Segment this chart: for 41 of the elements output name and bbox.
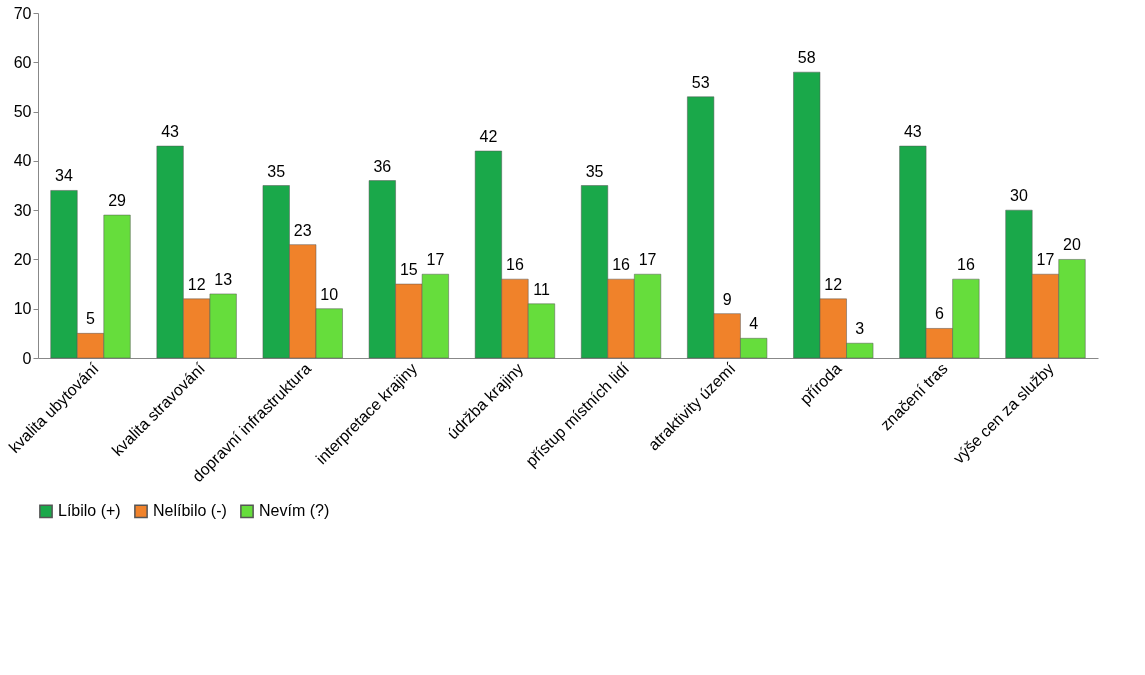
data-label: 15: [399, 261, 418, 279]
data-label: 10: [320, 285, 339, 303]
data-label: 30: [1010, 187, 1028, 205]
data-label: 16: [612, 256, 631, 274]
data-label: 43: [161, 123, 180, 141]
data-label: 34: [55, 167, 73, 185]
data-label: 58: [797, 49, 816, 67]
data-label: 12: [187, 275, 206, 293]
data-label: 11: [533, 280, 550, 298]
data-label: 16: [506, 256, 524, 274]
y-tick-label: 50: [13, 103, 32, 121]
data-label: 29: [108, 192, 127, 210]
data-label: 13: [214, 270, 233, 288]
legend-label: Líbilo (+): [58, 502, 121, 520]
legend-label: Nevím (?): [259, 502, 330, 520]
data-label: 43: [903, 123, 922, 141]
y-tick-label: 70: [13, 4, 32, 22]
legend-label: Nelíbilo (-): [153, 502, 227, 520]
data-label: 17: [1036, 251, 1055, 269]
data-label: 12: [824, 275, 843, 293]
data-label: 42: [479, 128, 498, 145]
y-tick-label: 10: [13, 300, 32, 318]
data-label: 4: [749, 315, 759, 333]
data-label: 9: [722, 290, 732, 308]
data-label: 20: [1063, 236, 1081, 254]
y-tick-label: 0: [22, 349, 32, 367]
data-label: 6: [934, 305, 944, 323]
y-tick-label: 60: [13, 53, 32, 71]
data-label: 53: [691, 73, 710, 91]
y-tick-label: 20: [13, 250, 32, 268]
data-label: 16: [957, 256, 975, 274]
y-tick-label: 40: [13, 152, 32, 170]
data-label: 5: [86, 310, 96, 328]
data-label: 36: [373, 157, 392, 175]
y-tick-label: 30: [13, 201, 32, 219]
data-label: 35: [267, 162, 286, 180]
data-label: 3: [855, 320, 865, 338]
data-label: 17: [426, 251, 445, 269]
data-label: 35: [585, 162, 604, 180]
data-label: 23: [293, 221, 312, 239]
data-label: 17: [638, 251, 657, 269]
